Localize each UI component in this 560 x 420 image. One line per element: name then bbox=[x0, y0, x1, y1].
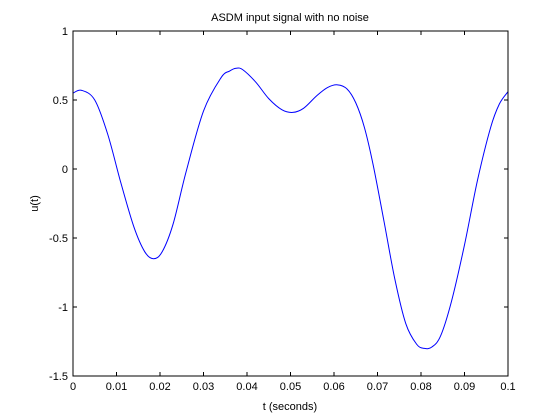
chart-title: ASDM input signal with no noise bbox=[211, 12, 369, 24]
y-tick-label: 1 bbox=[62, 26, 68, 38]
axes-box bbox=[72, 30, 509, 377]
x-tick-label: 0.01 bbox=[106, 381, 127, 393]
y-axis-ticks: -1.5 -1 -0.5 0 0.5 1 bbox=[49, 26, 508, 383]
series-layer bbox=[72, 67, 509, 350]
x-tick-label: 0.1 bbox=[500, 381, 515, 393]
x-tick-label: 0.08 bbox=[410, 381, 431, 393]
y-tick-label: -1 bbox=[58, 302, 68, 314]
x-tick-label: 0.05 bbox=[280, 381, 301, 393]
y-tick-label: -1.5 bbox=[49, 371, 68, 383]
y-tick-label: 0 bbox=[62, 164, 68, 176]
y-tick-label: -0.5 bbox=[49, 233, 68, 245]
x-axis-ticks: 0 0.01 0.02 0.03 0.04 0.05 0.06 0.07 0.08 0.09 0.1 bbox=[70, 31, 516, 393]
y-axis-label: u(t) bbox=[29, 195, 41, 212]
x-tick-label: 0.06 bbox=[323, 381, 344, 393]
x-axis-label: t (seconds) bbox=[263, 401, 317, 413]
plot-area bbox=[73, 31, 508, 376]
x-tick-label: 0.03 bbox=[193, 381, 214, 393]
x-tick-label: 0.02 bbox=[149, 381, 170, 393]
series-line-0 bbox=[72, 67, 509, 350]
x-tick-label: 0.04 bbox=[236, 381, 257, 393]
x-tick-label: 0.07 bbox=[367, 381, 388, 393]
x-tick-label: 0 bbox=[70, 381, 76, 393]
x-tick-label: 0.09 bbox=[454, 381, 475, 393]
y-tick-label: 0.5 bbox=[53, 95, 68, 107]
